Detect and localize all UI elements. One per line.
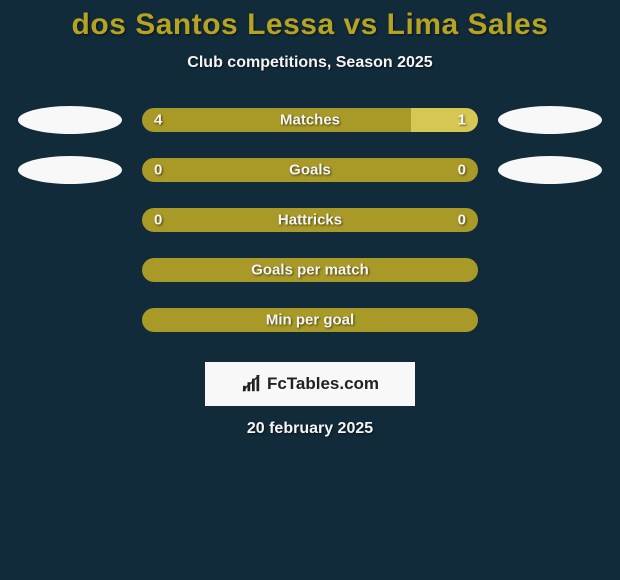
bar-chart-icon [241, 375, 263, 393]
stat-label: Matches [280, 112, 340, 129]
infographic-container: dos Santos Lessa vs Lima Sales Club comp… [0, 0, 620, 580]
stat-value-left: 4 [154, 112, 162, 129]
page-title: dos Santos Lessa vs Lima Sales [0, 8, 620, 42]
player-left-oval [18, 156, 122, 184]
logo-box: FcTables.com [205, 362, 415, 406]
stat-bar: Goals per match [142, 258, 478, 282]
stat-row: Hattricks 0 0 [0, 206, 620, 234]
player-right-oval [498, 106, 602, 134]
stat-row: Goals 0 0 [0, 156, 620, 184]
bar-left-fill [142, 108, 411, 132]
stat-label: Goals [289, 162, 331, 179]
stat-value-right: 0 [458, 162, 466, 179]
stat-row: Goals per match [0, 256, 620, 284]
stat-row: Min per goal [0, 306, 620, 334]
stat-value-left: 0 [154, 162, 162, 179]
logo-text: FcTables.com [267, 374, 379, 394]
stat-value-right: 0 [458, 212, 466, 229]
stat-row: Matches 4 1 [0, 106, 620, 134]
stat-value-left: 0 [154, 212, 162, 229]
date-text: 20 february 2025 [0, 420, 620, 438]
stat-bar: Goals 0 0 [142, 158, 478, 182]
stat-label: Min per goal [266, 312, 354, 329]
player-right-oval [498, 156, 602, 184]
stat-value-right: 1 [458, 112, 466, 129]
stat-bar: Matches 4 1 [142, 108, 478, 132]
stat-bar: Hattricks 0 0 [142, 208, 478, 232]
stat-label: Hattricks [278, 212, 342, 229]
stat-bar: Min per goal [142, 308, 478, 332]
player-left-oval [18, 106, 122, 134]
stat-label: Goals per match [251, 262, 369, 279]
subtitle: Club competitions, Season 2025 [0, 54, 620, 72]
bar-right-fill [411, 108, 478, 132]
stat-rows-container: Matches 4 1 Goals 0 0 Hattricks 0 0 Goals per mat… [0, 106, 620, 334]
